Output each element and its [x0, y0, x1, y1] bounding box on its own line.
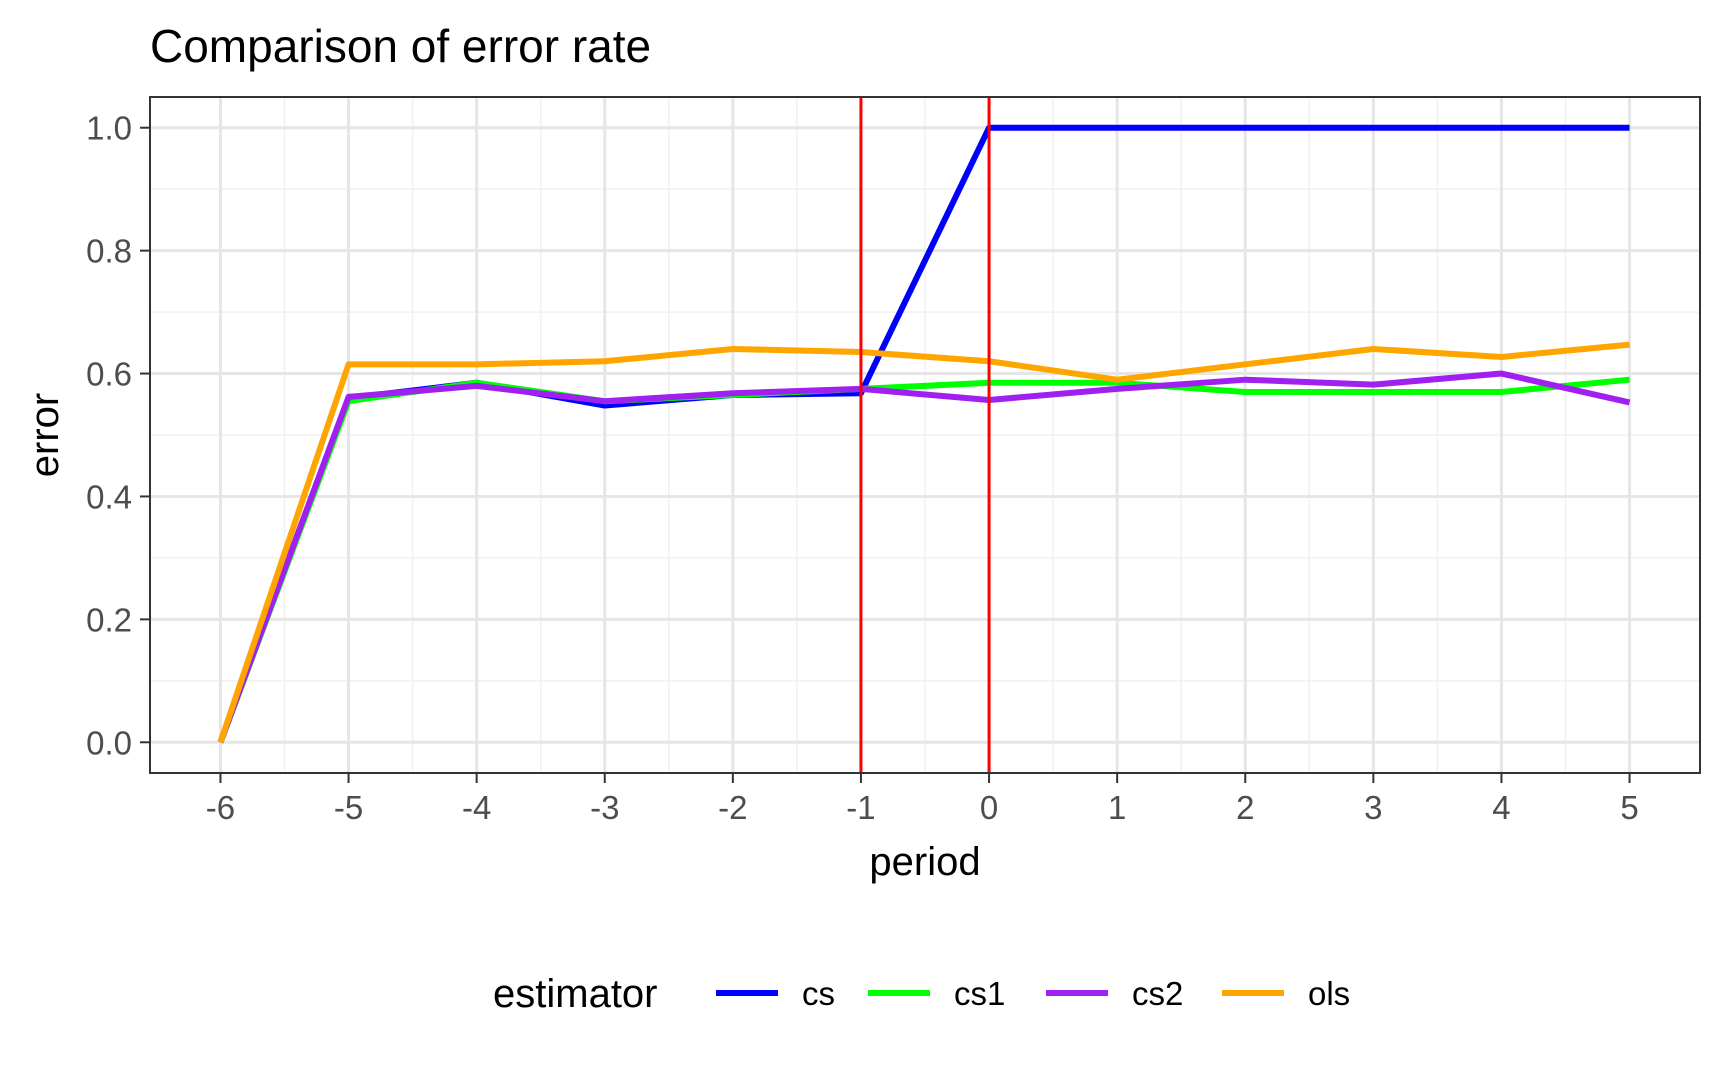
plot-panel-border: [149, 96, 1701, 774]
y-tick-label: 0.2: [86, 601, 132, 638]
x-tick-label: -5: [334, 789, 363, 826]
chart-title: Comparison of error rate: [150, 20, 651, 72]
x-tick-label: -1: [846, 789, 875, 826]
series-line-cs2: [217, 370, 1631, 744]
x-tick-label: 2: [1236, 789, 1254, 826]
x-axis: -6 -5 -4 -3 -2 -1 0 1 2 3 4 5: [206, 773, 1639, 826]
x-tick-label: 0: [980, 789, 998, 826]
x-tick-label: 4: [1492, 789, 1510, 826]
y-tick-label: 0.8: [86, 233, 132, 270]
series-line-ols: [217, 341, 1630, 744]
x-tick-label: -3: [590, 789, 619, 826]
y-axis-label: error: [23, 393, 67, 477]
y-axis: 0.0 0.2 0.4 0.6 0.8 1.0: [86, 110, 150, 761]
legend-label-ols: ols: [1308, 975, 1350, 1012]
x-tick-label: 1: [1108, 789, 1126, 826]
grid-minor: [150, 97, 1700, 773]
x-tick-label: 3: [1364, 789, 1382, 826]
legend: estimator cs cs1 cs2 ols: [493, 972, 1350, 1016]
legend-title: estimator: [493, 972, 658, 1016]
x-tick-label: -6: [206, 789, 235, 826]
y-tick-label: 0.4: [86, 478, 132, 515]
x-tick-label: 5: [1620, 789, 1638, 826]
x-tick-label: -2: [718, 789, 747, 826]
x-tick-label: -4: [462, 789, 491, 826]
y-tick-label: 0.0: [86, 724, 132, 761]
series-layer: [217, 124, 1631, 744]
legend-label-cs2: cs2: [1132, 975, 1183, 1012]
x-axis-label: period: [869, 840, 980, 884]
reference-lines: [859, 97, 991, 773]
y-tick-label: 1.0: [86, 110, 132, 147]
legend-label-cs: cs: [802, 975, 835, 1012]
legend-label-cs1: cs1: [954, 975, 1005, 1012]
y-tick-label: 0.6: [86, 356, 132, 393]
